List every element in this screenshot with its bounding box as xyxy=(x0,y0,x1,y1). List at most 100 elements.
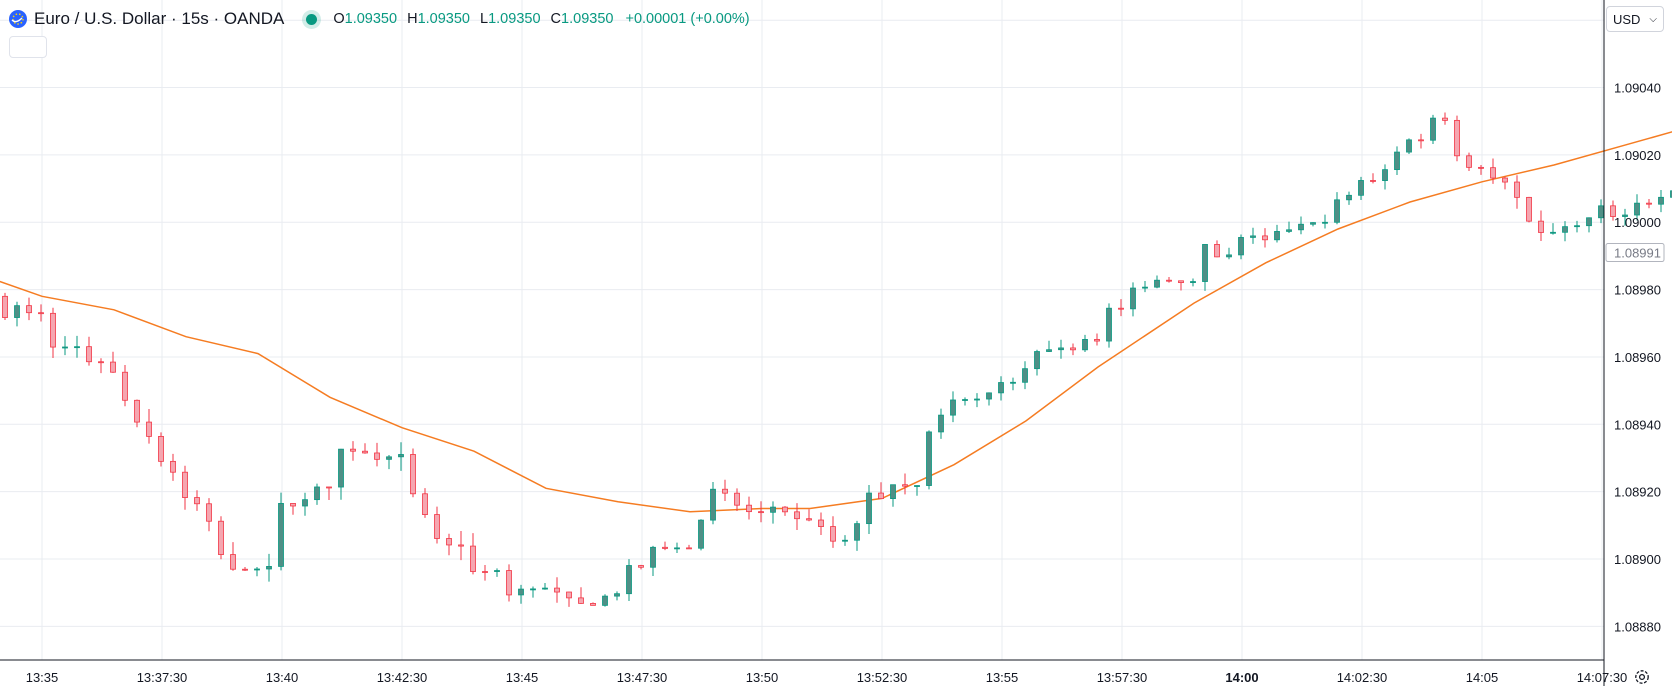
candle[interactable] xyxy=(218,516,224,560)
candle[interactable] xyxy=(470,533,476,575)
candle[interactable] xyxy=(698,519,704,551)
candle[interactable] xyxy=(1214,240,1220,258)
candle[interactable] xyxy=(1010,377,1016,391)
candle[interactable] xyxy=(158,432,164,467)
candle[interactable] xyxy=(554,577,560,603)
indicators-toggle-button[interactable] xyxy=(9,36,47,58)
candle[interactable] xyxy=(1310,222,1316,227)
candle[interactable] xyxy=(386,454,392,470)
candle[interactable] xyxy=(1154,275,1160,289)
candle[interactable] xyxy=(1562,221,1568,242)
candle[interactable] xyxy=(674,542,680,554)
candle[interactable] xyxy=(74,335,80,358)
candle[interactable] xyxy=(26,297,32,321)
candle[interactable] xyxy=(926,430,932,490)
candle[interactable] xyxy=(1538,210,1544,242)
candle[interactable] xyxy=(866,485,872,534)
candle[interactable] xyxy=(314,483,320,505)
candle[interactable] xyxy=(734,488,740,512)
candle[interactable] xyxy=(1466,152,1472,171)
candle[interactable] xyxy=(1046,340,1052,353)
candle[interactable] xyxy=(854,520,860,551)
candle[interactable] xyxy=(338,448,344,500)
candle[interactable] xyxy=(1178,280,1184,291)
candle[interactable] xyxy=(782,506,788,516)
candle[interactable] xyxy=(1250,227,1256,244)
market-status-indicator[interactable] xyxy=(306,13,318,25)
candle[interactable] xyxy=(1262,228,1268,248)
candle[interactable] xyxy=(1070,343,1076,356)
candle[interactable] xyxy=(302,492,308,516)
candle[interactable] xyxy=(962,397,968,406)
candle[interactable] xyxy=(2,292,8,321)
candle[interactable] xyxy=(1274,224,1280,243)
candle[interactable] xyxy=(710,482,716,525)
candle[interactable] xyxy=(686,544,692,550)
candle[interactable] xyxy=(290,503,296,515)
candle[interactable] xyxy=(950,391,956,423)
candle[interactable] xyxy=(794,503,800,530)
candle[interactable] xyxy=(326,486,332,500)
candle[interactable] xyxy=(278,492,284,571)
candle[interactable] xyxy=(1190,278,1196,287)
candle[interactable] xyxy=(1442,112,1448,125)
candle[interactable] xyxy=(1238,234,1244,260)
candle[interactable] xyxy=(1166,276,1172,283)
candle[interactable] xyxy=(506,564,512,602)
candle[interactable] xyxy=(410,448,416,498)
candle[interactable] xyxy=(362,443,368,454)
candle[interactable] xyxy=(254,566,260,577)
candle[interactable] xyxy=(578,587,584,604)
candle[interactable] xyxy=(770,501,776,524)
candle[interactable] xyxy=(1058,339,1064,359)
candle[interactable] xyxy=(1478,165,1484,175)
candle[interactable] xyxy=(722,479,728,501)
candle[interactable] xyxy=(1658,189,1664,213)
candle[interactable] xyxy=(374,442,380,467)
candle[interactable] xyxy=(602,594,608,607)
candle[interactable] xyxy=(146,409,152,444)
candle[interactable] xyxy=(230,542,236,571)
candle[interactable] xyxy=(1382,164,1388,190)
candle[interactable] xyxy=(398,442,404,471)
candle[interactable] xyxy=(530,586,536,598)
candle[interactable] xyxy=(914,485,920,496)
time-axis[interactable]: 13:35 13:37:30 13:40 13:42:30 13:45 13:47:30 1… xyxy=(0,659,1672,685)
candle[interactable] xyxy=(458,531,464,561)
candle[interactable] xyxy=(1022,361,1028,390)
candle[interactable] xyxy=(266,553,272,582)
candle[interactable] xyxy=(1142,281,1148,293)
candle[interactable] xyxy=(434,506,440,544)
candle[interactable] xyxy=(50,307,56,358)
candle[interactable] xyxy=(986,392,992,406)
symbol-title[interactable]: Euro / U.S. Dollar · 15s · OANDA xyxy=(34,9,285,28)
candles[interactable] xyxy=(2,20,1672,607)
candle[interactable] xyxy=(890,484,896,507)
candle[interactable] xyxy=(494,568,500,577)
candle[interactable] xyxy=(182,465,188,510)
candle[interactable] xyxy=(1550,223,1556,235)
candle[interactable] xyxy=(1118,299,1124,317)
candle[interactable] xyxy=(110,351,116,373)
candle[interactable] xyxy=(38,304,44,322)
candle[interactable] xyxy=(1526,196,1532,223)
candle[interactable] xyxy=(1394,146,1400,176)
candle[interactable] xyxy=(1130,282,1136,317)
candle[interactable] xyxy=(614,591,620,601)
candle[interactable] xyxy=(938,408,944,439)
candle[interactable] xyxy=(806,509,812,522)
candle[interactable] xyxy=(122,365,128,407)
candle[interactable] xyxy=(590,602,596,606)
candle[interactable] xyxy=(566,591,572,607)
candle[interactable] xyxy=(1334,192,1340,225)
candle[interactable] xyxy=(1298,216,1304,235)
candle[interactable] xyxy=(998,376,1004,401)
candle[interactable] xyxy=(1034,349,1040,376)
candle[interactable] xyxy=(1598,199,1604,224)
candle[interactable] xyxy=(86,336,92,366)
candle[interactable] xyxy=(1670,185,1672,201)
candle[interactable] xyxy=(1202,244,1208,291)
currency-button[interactable]: USD ⌵ xyxy=(1606,6,1664,32)
candle[interactable] xyxy=(1490,158,1496,184)
candle[interactable] xyxy=(1370,173,1376,184)
